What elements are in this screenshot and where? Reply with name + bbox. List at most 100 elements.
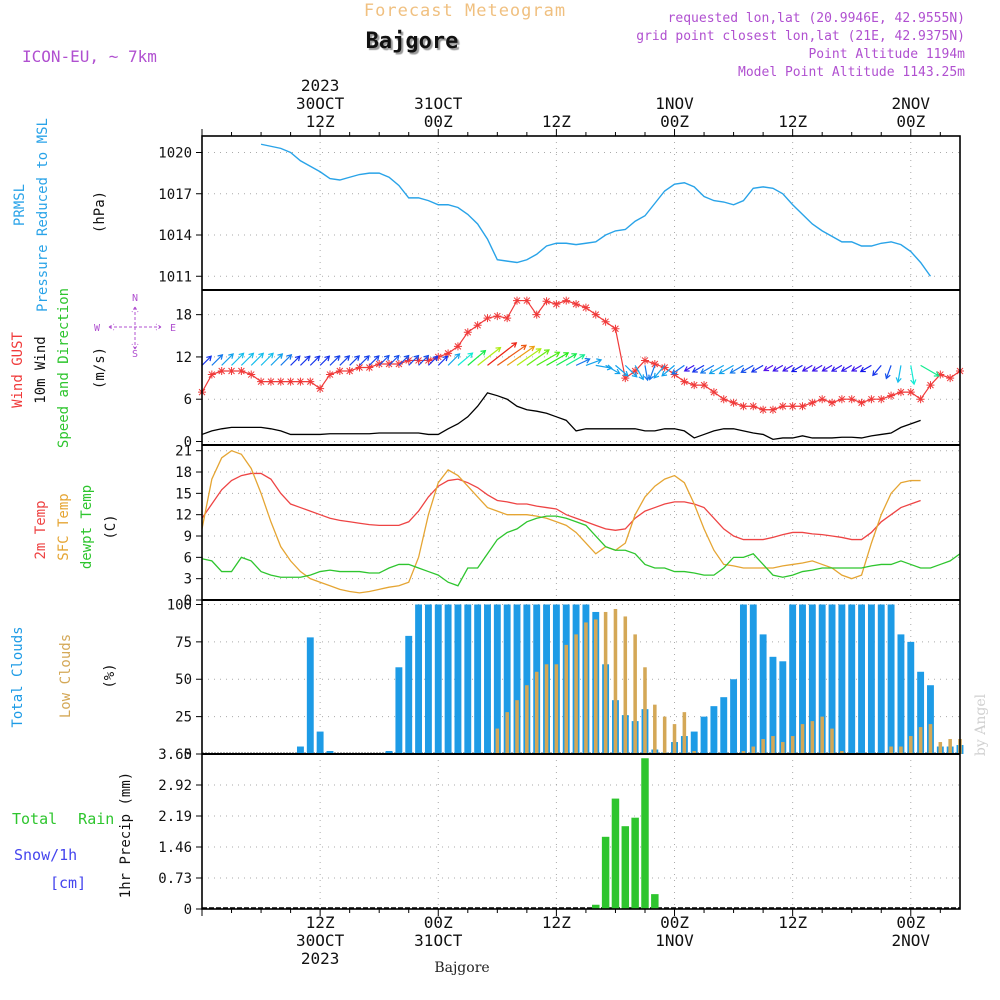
total-cloud-bar <box>326 751 334 754</box>
total-cloud-bar <box>493 604 501 754</box>
wind-arrow-head <box>782 366 789 372</box>
gust-point <box>276 377 285 386</box>
total-cloud-bar <box>730 679 738 754</box>
wind-arrow-head <box>691 367 698 373</box>
wind-arrow-head <box>520 344 527 351</box>
gust-point <box>581 303 590 312</box>
gust-point <box>818 395 827 404</box>
gust-point <box>316 384 325 393</box>
total-cloud-bar <box>808 604 816 754</box>
low-cloud-bar <box>613 608 618 754</box>
wind-arrow <box>684 364 695 372</box>
wind-arrow-head <box>740 367 747 373</box>
label-total-rain: Total Rain <box>12 810 114 828</box>
low-cloud-bar <box>761 739 765 754</box>
label-speed-dir: Speed and Direction <box>56 288 72 448</box>
wind-arrow-head <box>840 366 847 372</box>
gust-point <box>257 377 266 386</box>
time-label-bottom: 12Z <box>778 913 807 932</box>
time-label-bottom: 1NOV <box>655 931 694 950</box>
gust-point <box>217 367 226 376</box>
gust-point <box>572 300 581 309</box>
wind-arrow-head <box>294 355 301 362</box>
wind-arrow <box>457 352 473 366</box>
wind-arrow-head <box>383 354 390 361</box>
wind-arrow <box>329 355 340 366</box>
total-cloud-bar <box>434 604 442 754</box>
wind-arrow-head <box>454 353 461 359</box>
wind-arrow <box>851 364 862 372</box>
total-cloud-bar <box>769 656 777 754</box>
time-label-bottom: 00Z <box>424 913 453 932</box>
wind-arrow-head <box>584 357 591 364</box>
wind-arrow <box>556 353 577 366</box>
y-tick-label: 0 <box>184 593 192 609</box>
wind-arrow-head <box>304 355 311 362</box>
y-tick-label: 6 <box>184 550 192 566</box>
wind-arrow-head <box>772 366 779 372</box>
wind-arrow <box>280 354 292 366</box>
gust-point <box>286 377 295 386</box>
label-2m-temp: 2m Temp <box>33 500 49 559</box>
plot-frame <box>201 135 961 910</box>
wind-arrow <box>526 349 550 366</box>
wind-arrow <box>388 355 400 366</box>
total-cloud-bar <box>877 604 885 754</box>
wind-arrow <box>615 364 629 377</box>
wind-arrow-head <box>683 366 690 372</box>
time-label-top: 00Z <box>660 112 689 131</box>
wind-arrow-head <box>708 368 715 375</box>
y-tick-label: 1020 <box>158 146 192 162</box>
low-cloud-bar <box>534 671 539 754</box>
gust-point <box>266 377 275 386</box>
label-snow: Snow/1h <box>14 846 77 864</box>
label-10m-wind: 10m Wind <box>33 336 49 403</box>
location-title: Bajgore <box>366 29 459 54</box>
wind-arrow-head <box>790 366 797 373</box>
label-precip-axis: 1hr Precip (mm) <box>118 772 134 898</box>
wind-arrow-head <box>933 371 940 377</box>
wind-arrow <box>812 364 823 372</box>
y-tick-label: 3.65 <box>158 747 192 763</box>
gust-point <box>887 391 896 400</box>
gust-point <box>788 402 797 411</box>
y-tick-label: 0.73 <box>158 871 192 887</box>
wind-arrow <box>368 355 380 366</box>
gust-point <box>503 314 512 323</box>
gust-point <box>719 395 728 404</box>
wind-arrow-head <box>344 355 351 361</box>
gust-point <box>896 388 905 397</box>
gust-point <box>906 388 915 397</box>
wind-arrow-head <box>217 353 224 360</box>
gust-point <box>483 314 492 323</box>
wind-arrow-head <box>354 355 360 361</box>
time-label-top: 00Z <box>896 112 925 131</box>
dewpoint-line <box>201 515 961 587</box>
y-tick-label: 2.92 <box>158 778 192 794</box>
time-label-bottom: 30OCT <box>296 931 345 950</box>
wind-arrow <box>309 355 320 366</box>
low-cloud-bar <box>909 736 913 754</box>
low-cloud-bar <box>515 700 519 754</box>
wind-arrow <box>427 355 439 366</box>
gust-point <box>660 363 669 372</box>
rain-bar <box>611 798 620 909</box>
wind-arrow <box>709 364 725 375</box>
y-tick-label: 25 <box>175 710 192 726</box>
wind-arrow-head <box>543 349 550 355</box>
gust-point <box>768 405 777 414</box>
wind-arrow-head <box>277 353 284 359</box>
gust-point <box>729 398 738 407</box>
wind-arrow-head <box>718 368 725 375</box>
low-cloud-bar <box>751 746 756 754</box>
gust-point <box>513 296 522 305</box>
gust-point <box>847 395 856 404</box>
gust-point <box>237 367 246 376</box>
gust-point <box>601 317 610 326</box>
gust-point <box>611 324 620 333</box>
label-c: (C) <box>103 514 119 539</box>
wind-arrow <box>730 364 744 374</box>
wind-arrow-head <box>579 354 586 360</box>
low-cloud-bar <box>643 667 647 754</box>
